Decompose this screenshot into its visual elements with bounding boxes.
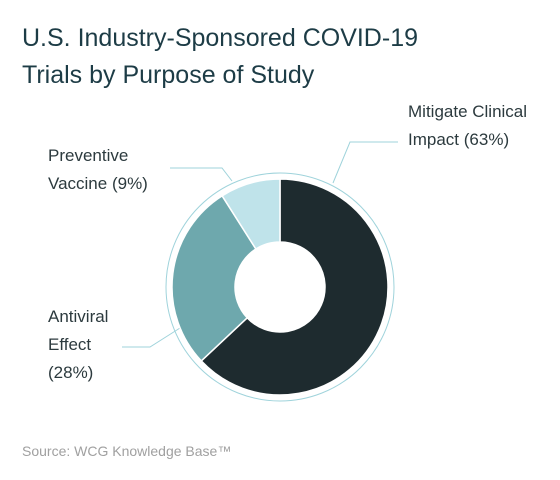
outer-ring <box>165 172 395 402</box>
slice <box>200 178 389 396</box>
leader-line <box>332 141 398 184</box>
category-label: Mitigate Clinical Impact <box>408 102 528 149</box>
slice <box>171 194 257 362</box>
chart-title: U.S. Industry-Sponsored COVID-19 Trials … <box>22 24 418 89</box>
leader-line <box>122 327 181 348</box>
slice-label: Preventive Vaccine (9%) <box>48 142 173 198</box>
slice <box>221 178 281 251</box>
category-label: Preventive Vaccine <box>48 146 129 193</box>
slice-label: Antiviral Effect (28%) <box>48 303 128 387</box>
value-label: (9%) <box>111 174 148 193</box>
slice-label: Mitigate Clinical Impact (63%) <box>408 98 533 154</box>
category-label: Antiviral Effect <box>48 307 109 354</box>
leader-line <box>170 167 233 182</box>
value-label: (63%) <box>463 130 510 149</box>
value-label: (28%) <box>48 363 94 382</box>
source-note: Source: WCG Knowledge Base™ <box>22 443 232 459</box>
